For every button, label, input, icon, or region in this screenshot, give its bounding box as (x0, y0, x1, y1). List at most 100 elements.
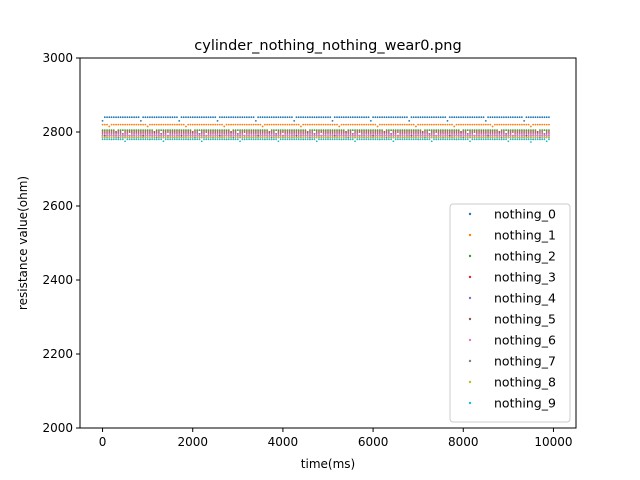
data-point (536, 134, 539, 137)
data-point (462, 116, 465, 119)
data-point (248, 134, 250, 137)
data-point (399, 134, 402, 137)
data-point (356, 138, 359, 141)
data-point (349, 136, 352, 139)
data-point (507, 140, 510, 143)
data-point (466, 132, 469, 135)
data-point (482, 138, 485, 141)
data-point (532, 134, 535, 137)
data-point (345, 132, 347, 135)
data-point (205, 138, 208, 141)
data-point (378, 138, 381, 141)
data-point (509, 138, 512, 141)
data-point (543, 138, 546, 141)
data-point (369, 132, 372, 135)
data-point (419, 116, 422, 119)
data-point (511, 129, 514, 132)
data-point (446, 138, 449, 141)
data-point (372, 116, 374, 119)
data-point (311, 132, 314, 135)
data-point (185, 132, 187, 135)
data-point (462, 134, 465, 137)
data-point (457, 123, 460, 126)
data-point (406, 136, 408, 139)
data-point (331, 138, 334, 141)
data-point (171, 138, 174, 141)
data-point (424, 132, 426, 135)
data-point (493, 116, 496, 119)
data-point (148, 131, 151, 133)
data-point (433, 131, 435, 133)
data-point (121, 132, 124, 135)
data-point (162, 134, 165, 137)
data-point (327, 132, 329, 135)
data-point (263, 129, 266, 132)
data-point (437, 138, 440, 141)
data-point (151, 131, 154, 133)
data-point (230, 131, 232, 133)
data-point (167, 131, 169, 133)
data-point (245, 136, 248, 139)
data-point (374, 132, 377, 135)
data-point (182, 123, 185, 126)
data-point (295, 132, 298, 135)
data-point (336, 132, 338, 135)
data-point (236, 138, 239, 141)
data-point (158, 123, 160, 126)
data-point (272, 131, 275, 133)
data-point (401, 131, 404, 133)
data-point (500, 129, 503, 132)
data-point (385, 129, 388, 132)
data-point (155, 123, 158, 126)
data-point (489, 131, 492, 133)
data-point (333, 131, 336, 133)
data-point (433, 132, 435, 135)
data-point (511, 123, 514, 126)
data-point (108, 138, 111, 141)
data-point (198, 132, 201, 135)
data-point (462, 136, 465, 139)
data-point (383, 116, 386, 119)
data-point (103, 131, 106, 133)
data-point (324, 131, 327, 133)
data-point (473, 116, 476, 119)
data-point (153, 136, 156, 139)
data-point (457, 134, 460, 137)
data-point (383, 138, 386, 141)
data-point (399, 129, 402, 132)
data-point (511, 134, 514, 137)
data-point (108, 136, 111, 139)
data-point (381, 116, 384, 119)
data-point (270, 116, 273, 119)
data-point (189, 123, 192, 126)
data-point (266, 116, 269, 119)
data-point (426, 138, 429, 141)
data-point (313, 129, 316, 132)
data-point (428, 132, 431, 135)
data-point (121, 116, 124, 119)
data-point (239, 132, 241, 135)
data-point (444, 129, 447, 132)
data-point (189, 138, 192, 141)
data-point (548, 131, 550, 133)
data-point (365, 131, 368, 133)
data-point (322, 129, 325, 132)
data-point (523, 132, 526, 135)
data-point (376, 131, 379, 133)
data-point (309, 123, 311, 126)
data-point (295, 123, 298, 126)
data-point (523, 129, 526, 132)
data-point (189, 134, 192, 137)
data-point (209, 131, 212, 133)
data-point (539, 129, 541, 132)
data-point (178, 120, 181, 122)
data-point (182, 131, 185, 133)
data-point (277, 129, 280, 132)
data-point (403, 116, 406, 119)
data-point (245, 132, 248, 135)
data-point (275, 134, 278, 137)
data-point (336, 131, 338, 133)
data-point (356, 129, 359, 132)
data-point (394, 136, 397, 139)
data-point (484, 120, 487, 122)
